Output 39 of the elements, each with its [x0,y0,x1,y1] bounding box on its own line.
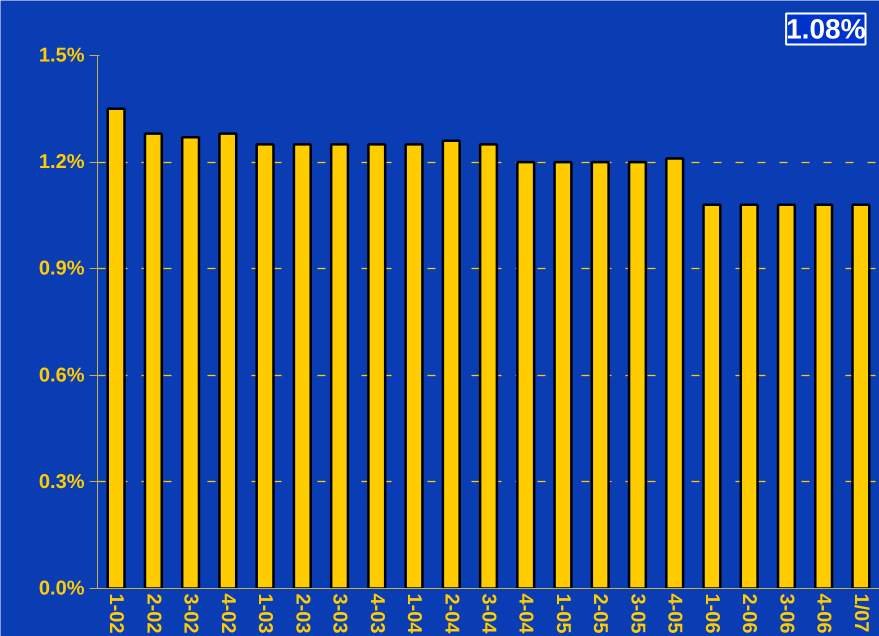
x-tick-label: 1-04 [403,594,426,634]
x-tick-label: 1-06 [700,594,723,634]
x-tick-label: 4-02 [216,594,239,634]
bar [553,160,573,588]
text: 1.08% [786,14,866,44]
x-tick-label: 2-02 [142,594,164,634]
y-tick-label: 0.6% [38,364,85,386]
x-tick-label: 2-05 [589,594,612,634]
bar [814,203,834,588]
y-tick-label: 0.0% [38,578,85,600]
x-tick-label: 2-04 [440,594,462,634]
y-tick-label: 0.3% [38,470,85,493]
bar [218,132,238,588]
x-tick-label: 3-02 [180,594,202,634]
x-tick-label: 2-03 [291,594,314,634]
bar [404,143,424,588]
x-tick-label: 4-05 [664,594,686,634]
x-tick-label: 1-05 [552,594,574,634]
x-tick-label: 4-04 [514,594,537,634]
y-tick-label: 1.5% [38,44,85,66]
y-tick-label: 1.2% [38,151,85,174]
x-tick-label: 1/07 [850,594,872,632]
x-tick-label: 1-02 [105,594,128,634]
bar [292,143,312,588]
bar [665,157,684,588]
x-tick-label: 4-03 [366,594,388,634]
x-tick-label: 2-06 [738,594,760,634]
bar [702,203,722,588]
bar [330,143,350,588]
x-tick-label: 3-03 [328,594,351,634]
x-tick-label: 4-06 [812,594,835,634]
x-tick-label: 3-04 [478,594,500,634]
y-tick-label: 0.9% [38,258,85,280]
x-tick-label: 1-03 [254,594,276,634]
bar [180,136,200,588]
bar [776,203,796,588]
x-tick-label: 3-06 [775,594,798,634]
x-tick-label: 3-05 [626,594,648,634]
bar [442,140,461,588]
